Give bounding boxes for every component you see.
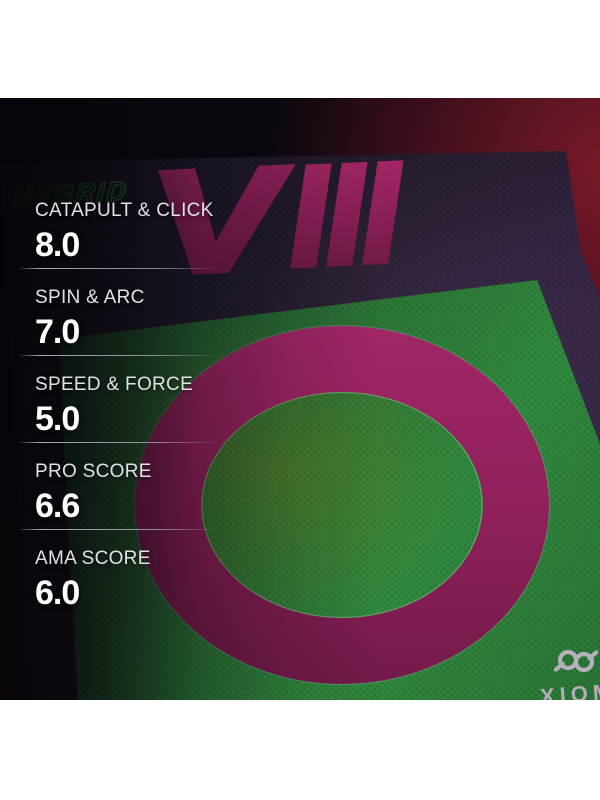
stats-panel: CATAPULT & CLICK 8.0 SPIN & ARC 7.0 SPEE… bbox=[0, 98, 600, 700]
stat-divider bbox=[20, 529, 216, 530]
product-image[interactable]: XIOM HYBRID CATAPULT & CLICK 8.0 SPIN & … bbox=[0, 98, 600, 700]
stat-value: 6.0 bbox=[35, 574, 80, 612]
stat-row: SPIN & ARC 7.0 bbox=[20, 287, 295, 356]
stat-value: 7.0 bbox=[35, 313, 80, 351]
stat-row: SPEED & FORCE 5.0 bbox=[20, 374, 295, 443]
stat-label: SPIN & ARC bbox=[35, 287, 145, 308]
stat-value: 5.0 bbox=[35, 400, 80, 438]
stat-label: AMA SCORE bbox=[35, 548, 151, 569]
stat-divider bbox=[20, 355, 216, 356]
stat-value: 6.6 bbox=[35, 487, 80, 525]
stat-label: SPEED & FORCE bbox=[35, 374, 194, 395]
stat-row: AMA SCORE 6.0 bbox=[35, 548, 295, 613]
stat-label: PRO SCORE bbox=[35, 461, 152, 482]
stat-row: PRO SCORE 6.6 bbox=[20, 461, 295, 530]
stat-divider bbox=[20, 268, 216, 269]
stat-label: CATAPULT & CLICK bbox=[35, 200, 214, 221]
stat-row: CATAPULT & CLICK 8.0 bbox=[20, 200, 295, 269]
stat-divider bbox=[20, 442, 216, 443]
stat-value: 8.0 bbox=[35, 226, 80, 264]
